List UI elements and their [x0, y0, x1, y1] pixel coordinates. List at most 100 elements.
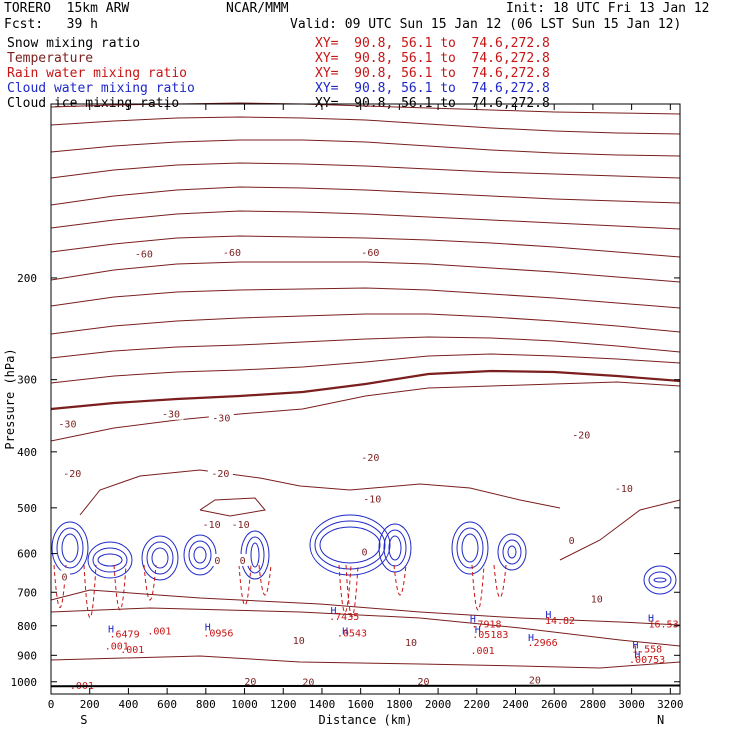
- high-marker: H: [634, 650, 640, 661]
- value-label: .0543: [337, 629, 367, 640]
- value-label: .001: [471, 646, 495, 657]
- isotherm-label-bg: [54, 417, 80, 430]
- isotherm-label-bg: [59, 467, 85, 480]
- isotherm-label: -20: [63, 469, 81, 480]
- isotherm-line: [50, 261, 681, 283]
- north-label: N: [657, 713, 664, 727]
- cloud-water-contour: [97, 553, 123, 567]
- isotherm-line: [50, 313, 681, 335]
- isotherm-label: 0: [240, 556, 246, 567]
- x-tick-label: 1600: [347, 698, 374, 711]
- y-tick-label: 300: [17, 374, 37, 387]
- isotherm-label: -60: [361, 248, 379, 259]
- isotherm-label-bg: [359, 545, 371, 558]
- value-label: .00753: [629, 655, 665, 666]
- forecast-hour: Fcst: 39 h: [4, 17, 98, 32]
- isotherm-label-bg: [289, 633, 308, 646]
- cloud-value-labels: H.6479.001.001.001H.0956H.7435H.0543H.79…: [70, 606, 679, 692]
- isotherm-line: [559, 499, 681, 561]
- high-marker: H: [331, 606, 337, 617]
- cloud-water-contour: [193, 546, 207, 564]
- x-tick-label: 400: [118, 698, 138, 711]
- plot-frame: [50, 103, 681, 695]
- isotherm-line: [199, 497, 266, 517]
- rain-water-contour: [238, 564, 252, 606]
- isotherm-line: [50, 139, 681, 157]
- cloud-water-contour: [183, 534, 217, 576]
- isotherm-line: [50, 589, 681, 626]
- legend-snow-name: Snow mixing ratio: [7, 36, 141, 51]
- isotherm-label-bg: [525, 673, 544, 686]
- x-tick-label: 1000: [231, 698, 258, 711]
- surface-line: [50, 684, 681, 688]
- isotherm-label-bg: [207, 467, 233, 480]
- value-label: 16.53: [648, 619, 678, 630]
- isotherm-line: [50, 336, 681, 359]
- isotherm-line: [50, 369, 681, 411]
- isotherm-label: -20: [211, 469, 229, 480]
- cloud-water-contour: [319, 526, 381, 564]
- cloud-water-contour: [61, 533, 79, 563]
- high-marker: H: [545, 610, 551, 621]
- high-marker: H: [648, 613, 654, 624]
- high-marker: H: [108, 625, 114, 636]
- isotherm-label-bg: [357, 451, 383, 464]
- value-label: .7435: [329, 612, 359, 623]
- value-label: .6479: [109, 629, 139, 640]
- x-tick-label: 2400: [502, 698, 529, 711]
- isotherm-label: -30: [212, 413, 230, 424]
- isotherm-label: -20: [361, 453, 379, 464]
- cloud-water-contours: [51, 514, 677, 595]
- high-marker: H: [528, 633, 534, 644]
- y-axis-label: Pressure (hPa): [3, 348, 17, 449]
- cloud-water-contour: [648, 571, 672, 589]
- isotherm-label-bg: [211, 553, 223, 566]
- south-label: S: [80, 713, 87, 727]
- y-tick-label: 600: [17, 548, 37, 561]
- isotherm-line: [50, 655, 681, 669]
- cloud-water-contour: [456, 527, 484, 569]
- isotherm-label-bg: [237, 553, 249, 566]
- value-label: .001: [147, 626, 171, 637]
- isotherm-label: 0: [214, 556, 220, 567]
- x-tick-label: 2800: [580, 698, 607, 711]
- x-tick-label: 0: [48, 698, 55, 711]
- legend-rain-name: Rain water mixing ratio: [7, 66, 188, 81]
- x-tick-label: 2600: [541, 698, 568, 711]
- cloud-water-contour: [451, 521, 489, 575]
- rain-water-contours: [53, 564, 507, 618]
- legend-cloudice-name: Cloud ice mixing ratio: [7, 96, 180, 111]
- isotherm-label-bg: [359, 492, 385, 505]
- legend-temperature-xy: XY= 90.8, 56.1 to 74.6,272.8: [315, 51, 550, 66]
- isotherm-label: -10: [203, 520, 221, 531]
- isotherm-line: [50, 116, 681, 135]
- y-tick-label: 400: [17, 446, 37, 459]
- rain-water-contour: [393, 564, 407, 596]
- isotherm-label: -10: [615, 484, 633, 495]
- isotherm-label-bg: [208, 411, 234, 424]
- high-marker: H: [632, 640, 638, 651]
- isotherm-label: -30: [58, 420, 76, 431]
- isotherm-label: 20: [418, 677, 430, 688]
- temperature-contours: [50, 102, 681, 669]
- legend-cloudwater-xy: XY= 90.8, 56.1 to 74.6,272.8: [315, 81, 550, 96]
- x-tick-label: 3200: [657, 698, 684, 711]
- x-tick-label: 2000: [425, 698, 452, 711]
- rain-water-contour: [493, 564, 507, 598]
- isotherm-label: -20: [572, 431, 590, 442]
- isotherm-label: 0: [62, 572, 68, 583]
- isotherm-label: 10: [591, 594, 603, 605]
- cloud-water-contour: [461, 533, 479, 563]
- value-label: .001: [70, 681, 94, 692]
- x-tick-label: 2200: [464, 698, 491, 711]
- cloud-water-contour: [250, 542, 260, 568]
- cloud-water-contour: [378, 523, 412, 573]
- isotherm-label-bg: [568, 428, 594, 441]
- rain-water-contour: [53, 564, 67, 608]
- isotherm-label-bg: [587, 592, 606, 605]
- legend-temperature-name: Temperature: [7, 51, 94, 66]
- isotherm-line: [50, 186, 681, 206]
- legend-cloudice-xy: XY= 90.8, 56.1 to 74.6,272.8: [315, 96, 550, 111]
- isotherm-label: 0: [362, 548, 368, 559]
